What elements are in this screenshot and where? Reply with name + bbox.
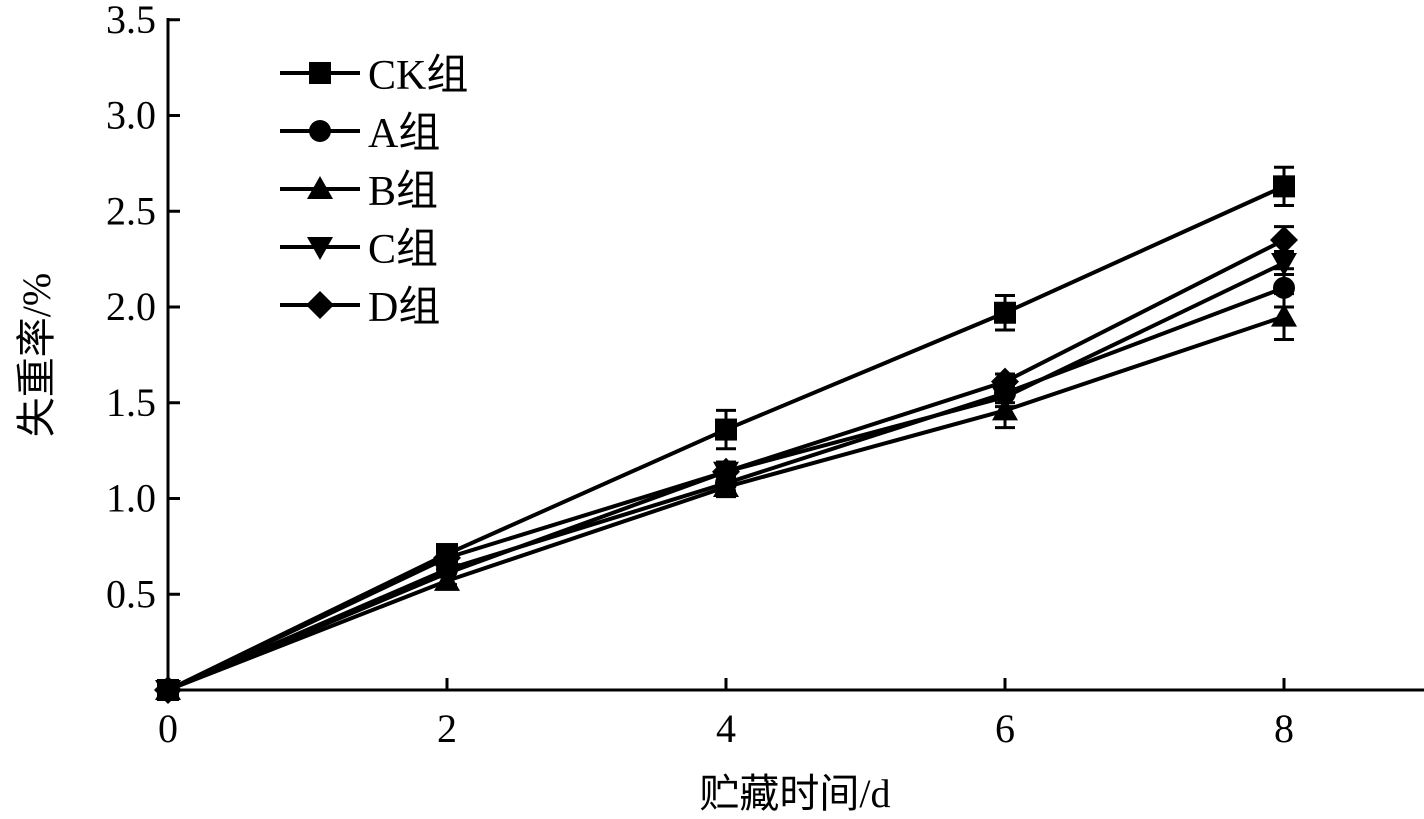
point-square — [994, 301, 1016, 324]
point-diamond — [712, 457, 740, 486]
legend-label: CK组 — [368, 53, 468, 99]
point-diamond — [154, 676, 182, 704]
y-axis-title: 失重率/% — [14, 273, 59, 437]
legend-label: C组 — [368, 227, 438, 273]
point-triangle-up — [1271, 303, 1297, 327]
y-tick-label: 3.0 — [106, 93, 156, 138]
x-tick-label: 0 — [158, 706, 178, 751]
x-axis-title: 贮藏时间/d — [699, 771, 890, 816]
x-tick-label: 8 — [1274, 706, 1294, 751]
axes — [166, 18, 1424, 692]
legend-marker-diamond — [306, 291, 334, 319]
y-tick-label: 1.0 — [106, 476, 156, 521]
legend-marker-triangle-down — [307, 237, 333, 260]
y-tick-label: 0.5 — [106, 571, 156, 616]
point-triangle-down — [1271, 252, 1297, 276]
point-circle — [1273, 276, 1295, 299]
point-square — [1273, 175, 1295, 198]
y-tick-label: 2.5 — [106, 188, 156, 233]
y-tick-label: 1.5 — [106, 380, 156, 425]
point-triangle-down — [992, 387, 1018, 411]
point-square — [715, 418, 737, 441]
legend-label: B组 — [368, 169, 438, 215]
legend: CK组 A组 B组 C组 D组 — [280, 53, 468, 331]
legend-marker-triangle-up — [307, 176, 333, 199]
y-tick-label: 3.5 — [106, 0, 156, 42]
legend-label: A组 — [368, 111, 440, 157]
series-line-triangle-up — [167, 314, 1285, 692]
x-tick-label: 6 — [995, 706, 1015, 751]
point-diamond — [1270, 225, 1298, 254]
legend-label: D组 — [368, 285, 440, 331]
point-triangle-down — [434, 563, 460, 587]
legend-marker-circle — [309, 120, 331, 142]
x-tick-label: 2 — [437, 706, 457, 751]
y-tick-label: 2.0 — [106, 284, 156, 329]
point-diamond — [433, 543, 461, 572]
series-markers — [154, 175, 1298, 704]
point-diamond — [991, 367, 1019, 396]
x-tick-label: 4 — [716, 706, 736, 751]
legend-marker-square — [309, 62, 331, 84]
tick-group: 0 2 4 6 8 0.5 1.0 1.5 2.0 2.5 3.0 3.5 — [106, 0, 1294, 751]
